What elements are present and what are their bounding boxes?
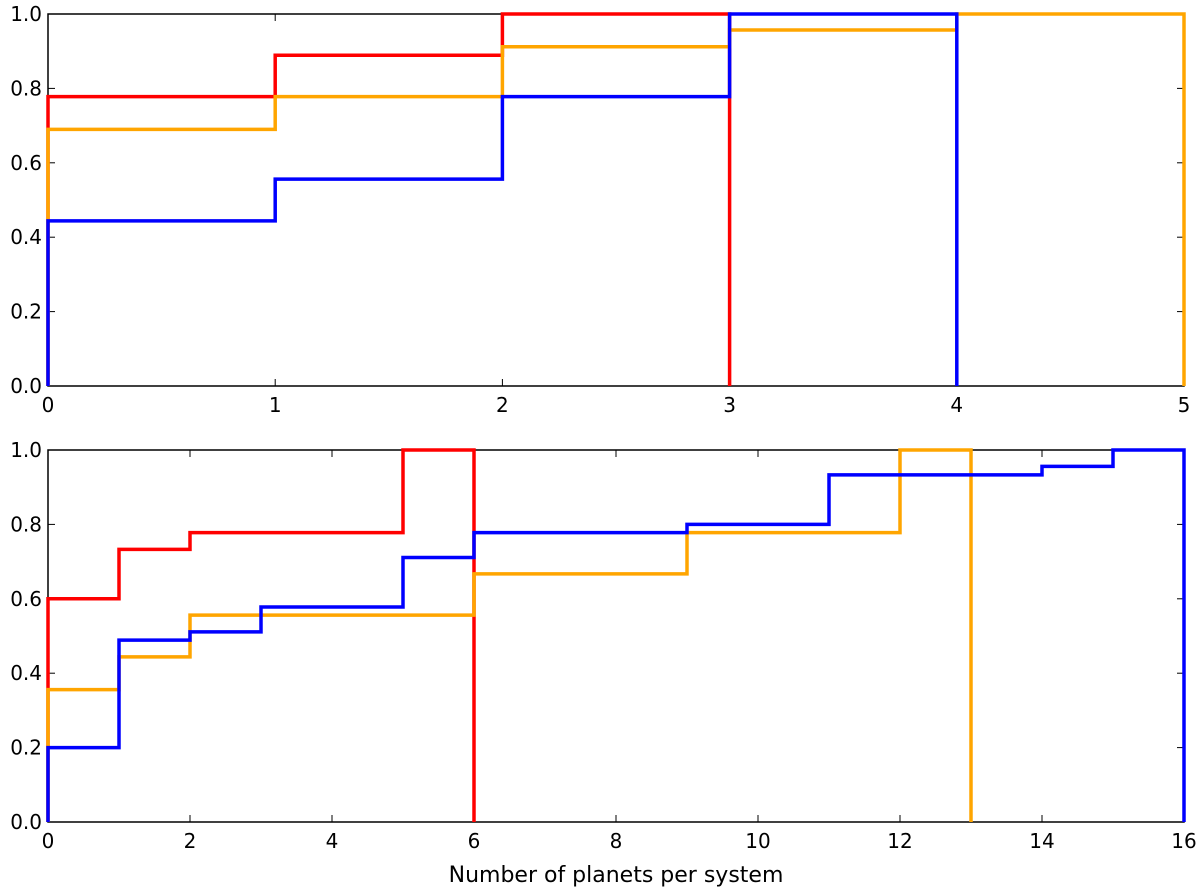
top-y-tick-label: 0.0 [10,374,42,398]
bottom-x-tick-label: 2 [184,829,197,853]
top-tick-labels: 0 1 2 3 4 5 0.0 0.2 0.4 0.6 0.8 1.0 [10,2,1190,417]
top-y-tick-label: 1.0 [10,2,42,26]
bottom-series-orange [46,448,973,822]
top-y-tick-label: 0.6 [10,151,42,175]
bottom-y-tick-label: 0.2 [10,736,42,760]
bottom-x-tick-label: 14 [1029,829,1054,853]
bottom-y-tick-label: 1.0 [10,438,42,462]
top-y-tick-label: 0.2 [10,300,42,324]
bottom-x-tick-label: 10 [745,829,770,853]
top-panel: 0 1 2 3 4 5 0.0 0.2 0.4 0.6 0.8 1.0 [10,2,1190,417]
bottom-y-tick-label: 0.6 [10,587,42,611]
top-x-tick-label: 2 [496,393,509,417]
x-axis-label: Number of planets per system [449,863,784,888]
bottom-x-tick-label: 6 [468,829,481,853]
bottom-series-red [46,448,476,822]
top-x-tick-label: 0 [42,393,55,417]
top-y-tick-label: 0.8 [10,76,42,100]
bottom-series [46,448,1186,822]
top-series [46,12,1186,386]
bottom-ticks [47,449,1185,823]
bottom-panel: 0 2 4 6 8 10 12 14 16 0.0 0.2 0.4 0.6 0.8 1.0 Number o… [10,438,1197,888]
top-x-tick-label: 3 [723,393,736,417]
bottom-x-tick-label: 12 [887,829,912,853]
top-series-orange [46,12,1186,386]
bottom-y-tick-label: 0.4 [10,661,42,685]
bottom-y-tick-label: 0.0 [10,810,42,834]
top-series-red [46,12,732,386]
top-x-tick-label: 4 [950,393,963,417]
bottom-x-tick-label: 16 [1171,829,1196,853]
top-series-blue [46,12,959,386]
bottom-x-tick-label: 4 [326,829,339,853]
bottom-x-tick-label: 0 [42,829,55,853]
bottom-plot-frame [47,449,1185,823]
top-y-tick-label: 0.4 [10,225,42,249]
top-ticks [47,13,1185,387]
bottom-tick-labels: 0 2 4 6 8 10 12 14 16 0.0 0.2 0.4 0.6 0.8 1.0 [10,438,1197,853]
top-x-tick-label: 5 [1178,393,1191,417]
top-x-tick-label: 1 [269,393,282,417]
bottom-x-tick-label: 8 [610,829,623,853]
bottom-y-tick-label: 0.8 [10,512,42,536]
bottom-series-blue [46,448,1186,822]
top-plot-frame [47,13,1185,387]
